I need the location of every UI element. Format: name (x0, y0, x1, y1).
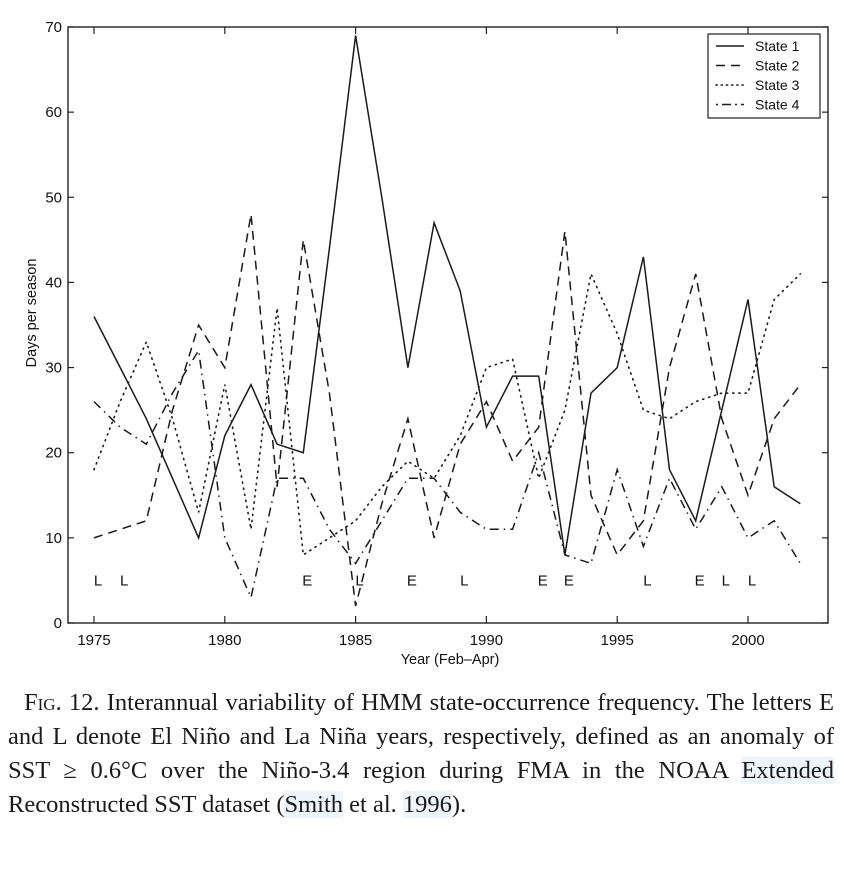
x-tick-label: 1990 (470, 632, 503, 649)
y-tick-label: 10 (45, 530, 62, 547)
caption-text: et al. (343, 791, 403, 818)
caption-text: ). (451, 791, 467, 818)
x-tick-label: 1985 (339, 632, 372, 649)
y-tick-label: 30 (45, 360, 62, 377)
figure-label: Fig. 12. (24, 689, 100, 716)
series-line-state-4 (93, 348, 801, 600)
y-tick-label: 0 (54, 615, 62, 632)
x-tick-label: 1975 (77, 632, 110, 649)
x-tick-label: 1980 (208, 632, 241, 649)
enso-label-l: L (355, 572, 363, 589)
enso-label-e: E (564, 572, 574, 589)
caption-text: Interannual variability of HMM state-occ… (8, 689, 834, 784)
y-tick-label: 20 (45, 445, 62, 462)
enso-label-l: L (460, 572, 468, 589)
legend-label-state-1: State 1 (755, 38, 800, 54)
series-line-state-2 (93, 214, 801, 607)
y-tick-label: 60 (45, 104, 62, 121)
link-extended[interactable]: Extended (741, 757, 834, 784)
enso-label-l: L (94, 572, 102, 589)
series-line-state-3 (93, 271, 802, 557)
enso-label-e: E (695, 572, 705, 589)
y-tick-label: 50 (45, 189, 62, 206)
legend-label-state-3: State 3 (755, 77, 800, 93)
series-line-state-1 (93, 35, 801, 556)
link-1996[interactable]: 1996 (402, 791, 452, 818)
enso-label-l: L (120, 572, 128, 589)
figure-caption: Fig. 12. Interannual variability of HMM … (8, 686, 834, 822)
axes: 0 10 20 30 40 50 60 70 1975 1980 1985 1990 1995 2000 (45, 19, 829, 649)
enso-label-e: E (407, 572, 417, 589)
y-tick-label: 70 (45, 19, 62, 36)
x-axis-label: Year (Feb–Apr) (401, 652, 500, 668)
enso-label-l: L (748, 572, 756, 589)
link-smith[interactable]: Smith (284, 791, 344, 818)
enso-label-l: L (722, 572, 730, 589)
series-layer (93, 35, 802, 607)
y-tick-label: 40 (45, 274, 62, 291)
legend: State 1 State 2 State 3 State 4 (707, 33, 821, 119)
x-tick-label: 2000 (731, 632, 764, 649)
y-axis-label: Days per season (24, 259, 40, 368)
legend-label-state-4: State 4 (755, 97, 800, 113)
enso-label-e: E (302, 572, 312, 589)
legend-label-state-2: State 2 (755, 58, 800, 74)
enso-label-e: E (538, 572, 548, 589)
x-tick-label: 1995 (601, 632, 634, 649)
plot-frame (67, 26, 829, 624)
caption-text: Reconstructed SST dataset ( (8, 791, 285, 818)
enso-label-l: L (643, 572, 651, 589)
